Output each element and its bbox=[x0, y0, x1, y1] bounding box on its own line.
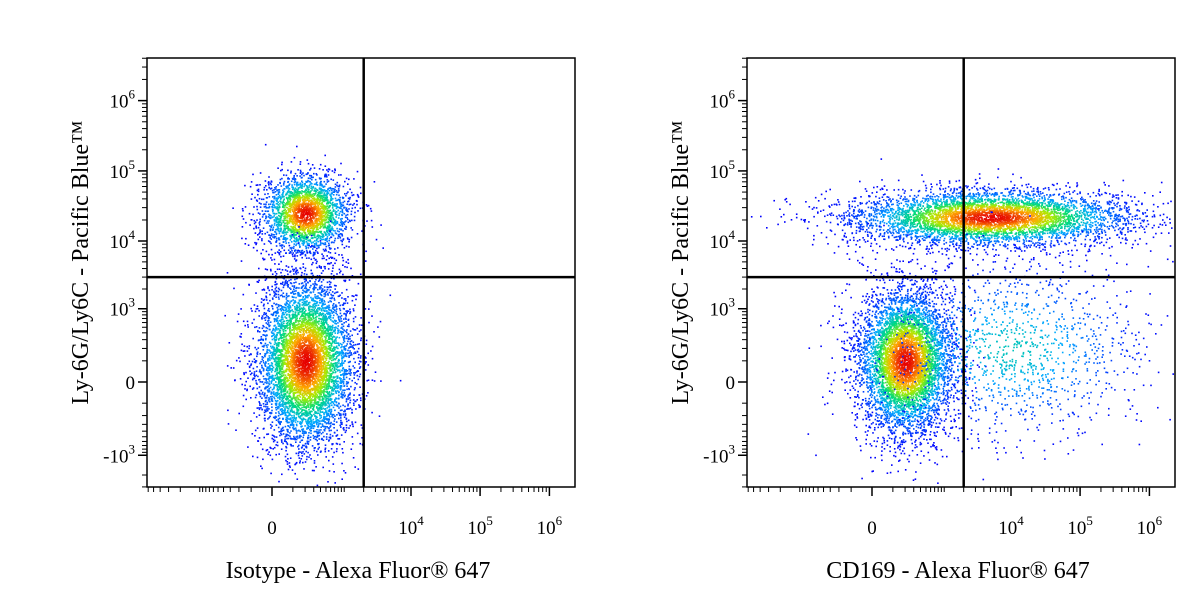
x-tick-label: 104 bbox=[998, 513, 1024, 539]
y-tick-label: 104 bbox=[110, 227, 136, 253]
y-tick-label: 104 bbox=[710, 227, 736, 253]
y-tick-base: -10 bbox=[103, 446, 128, 467]
left-x-axis-title: Isotype - Alexa Fluor® 647 bbox=[226, 558, 491, 584]
y-tick-exponent: 6 bbox=[729, 87, 736, 102]
y-tick-label: 0 bbox=[126, 373, 136, 394]
y-tick-label: 103 bbox=[110, 295, 136, 321]
x-tick-base: 0 bbox=[267, 518, 277, 539]
x-tick-base: 10 bbox=[537, 518, 556, 539]
right-x-axis-title: CD169 - Alexa Fluor® 647 bbox=[826, 558, 1090, 584]
x-tick-base: 10 bbox=[998, 518, 1017, 539]
y-tick-exponent: 3 bbox=[129, 295, 136, 310]
y-tick-label: -103 bbox=[703, 441, 735, 467]
left-y-axis-title: Ly-6G/Ly6C - Pacific Blue™ bbox=[68, 120, 94, 404]
y-tick-exponent: 4 bbox=[729, 227, 736, 242]
y-tick-label: -103 bbox=[103, 441, 135, 467]
x-tick-base: 0 bbox=[867, 518, 877, 539]
y-tick-exponent: 4 bbox=[129, 227, 136, 242]
y-tick-label: 0 bbox=[726, 373, 736, 394]
x-tick-label: 105 bbox=[1067, 513, 1093, 539]
x-tick-label: 106 bbox=[1137, 513, 1163, 539]
y-tick-base: 10 bbox=[710, 92, 729, 113]
population-1 bbox=[232, 144, 384, 285]
y-tick-label: 103 bbox=[710, 295, 736, 321]
population-2 bbox=[224, 221, 401, 487]
x-tick-label: 0 bbox=[867, 518, 877, 539]
x-tick-exponent: 4 bbox=[417, 513, 424, 528]
y-tick-base: 10 bbox=[710, 300, 729, 321]
x-tick-base: 10 bbox=[398, 518, 417, 539]
population-2 bbox=[751, 158, 1173, 268]
y-tick-base: 10 bbox=[110, 162, 129, 183]
x-tick-exponent: 6 bbox=[556, 513, 563, 528]
y-tick-base: 10 bbox=[110, 92, 129, 113]
y-tick-label: 106 bbox=[110, 87, 136, 113]
x-tick-base: 10 bbox=[1067, 518, 1086, 539]
y-tick-base: 0 bbox=[126, 373, 136, 394]
x-tick-exponent: 6 bbox=[1156, 513, 1163, 528]
x-tick-label: 0 bbox=[267, 518, 277, 539]
x-tick-label: 105 bbox=[467, 513, 493, 539]
left-dot-layer bbox=[224, 144, 401, 486]
population-1 bbox=[820, 225, 987, 484]
y-tick-label: 106 bbox=[710, 87, 736, 113]
x-tick-exponent: 4 bbox=[1017, 513, 1024, 528]
y-tick-label: 105 bbox=[110, 157, 136, 183]
y-tick-base: 10 bbox=[710, 162, 729, 183]
y-tick-exponent: 3 bbox=[729, 295, 736, 310]
y-tick-base: 10 bbox=[110, 300, 129, 321]
x-tick-label: 106 bbox=[537, 513, 563, 539]
y-tick-base: 10 bbox=[110, 232, 129, 253]
y-tick-label: 105 bbox=[710, 157, 736, 183]
y-tick-exponent: 3 bbox=[729, 441, 736, 456]
x-tick-exponent: 5 bbox=[486, 513, 493, 528]
left-plot-frame bbox=[147, 58, 575, 487]
right-plot-frame bbox=[747, 58, 1175, 487]
y-tick-exponent: 6 bbox=[129, 87, 136, 102]
y-tick-exponent: 3 bbox=[129, 441, 136, 456]
population-3 bbox=[808, 208, 1175, 480]
y-tick-base: 0 bbox=[726, 373, 736, 394]
x-tick-base: 10 bbox=[467, 518, 486, 539]
y-tick-exponent: 5 bbox=[729, 157, 736, 172]
y-tick-base: 10 bbox=[710, 232, 729, 253]
y-tick-base: -10 bbox=[703, 446, 728, 467]
x-tick-base: 10 bbox=[1137, 518, 1156, 539]
right-y-axis-title: Ly-6G/Ly6C - Pacific Blue™ bbox=[668, 120, 694, 404]
y-tick-exponent: 5 bbox=[129, 157, 136, 172]
x-tick-label: 104 bbox=[398, 513, 424, 539]
x-tick-exponent: 5 bbox=[1086, 513, 1093, 528]
